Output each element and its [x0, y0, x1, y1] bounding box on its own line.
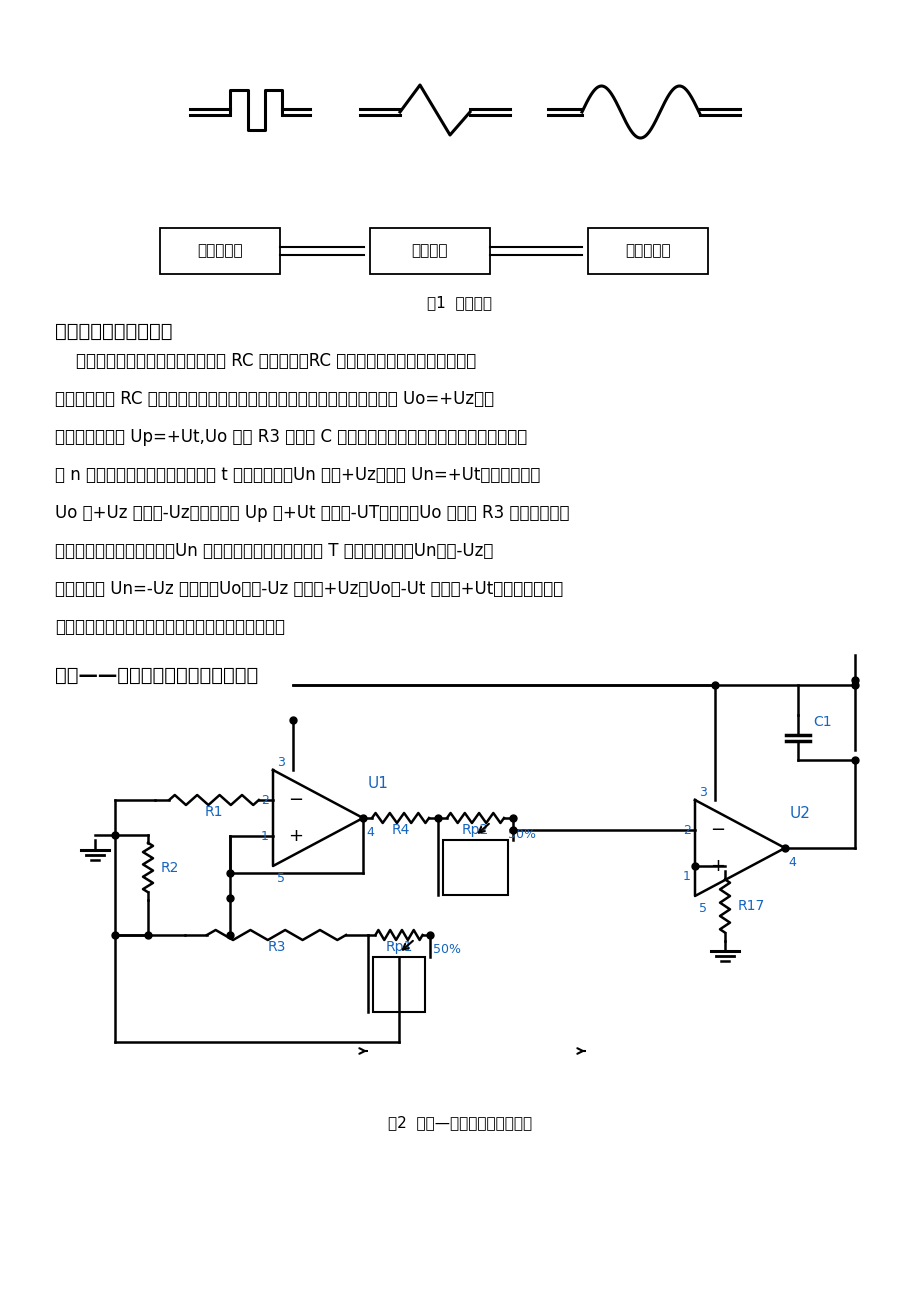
- Text: Uo 从+Uz 跃变为-Uz，与此同时 Up 从+Ut 跃变为-UT。随后，Uo 又通过 R3 对电容反相充: Uo 从+Uz 跃变为-Uz，与此同时 Up 从+Ut 跃变为-UT。随后，Uo…: [55, 504, 569, 522]
- Text: 1: 1: [261, 829, 268, 842]
- Text: 但是，一旦 Un=-Uz 再减小，Uo就从-Uz 跃变为+Uz，Uo从-Ut 跃变为+Ut，电容又开是正: 但是，一旦 Un=-Uz 再减小，Uo就从-Uz 跃变为+Uz，Uo从-Ut 跃…: [55, 579, 562, 598]
- Text: Rp2: Rp2: [461, 823, 489, 837]
- Text: 5: 5: [277, 872, 285, 885]
- Text: 图1  原理框图: 图1 原理框图: [427, 296, 492, 310]
- Bar: [369, 228, 490, 273]
- Text: R4: R4: [391, 823, 409, 837]
- Text: 馈网络，通过 RC 冲、放电实现输出状态的自动转换。设某一时刻输出电压 Uo=+Uz，则: 馈网络，通过 RC 冲、放电实现输出状态的自动转换。设某一时刻输出电压 Uo=+…: [55, 391, 494, 408]
- Text: −: −: [709, 822, 725, 838]
- Bar: [372, 957, 425, 1012]
- Text: 低通滤波器: 低通滤波器: [625, 243, 670, 259]
- Bar: [443, 840, 507, 894]
- Text: 同相输入端电位 Up=+Ut,Uo 通过 R3 对电容 C 正向充电，如图中箭头所示。反相输入端电: 同相输入端电位 Up=+Ut,Uo 通过 R3 对电容 C 正向充电，如图中箭头…: [55, 428, 527, 447]
- Text: 向充电。上述过程周而复始，电路产生了自激振荡。: 向充电。上述过程周而复始，电路产生了自激振荡。: [55, 618, 285, 635]
- Text: U1: U1: [368, 776, 389, 792]
- Text: U2: U2: [789, 806, 810, 822]
- Text: +: +: [709, 857, 725, 875]
- Text: 图2  方波—三角波转换电路原理: 图2 方波—三角波转换电路原理: [388, 1115, 531, 1130]
- Text: R1: R1: [205, 805, 223, 819]
- Text: R3: R3: [267, 940, 286, 954]
- Text: 积分电路: 积分电路: [412, 243, 448, 259]
- Text: Rp1: Rp1: [385, 940, 413, 954]
- Text: 4: 4: [788, 855, 795, 868]
- Text: 50%: 50%: [507, 828, 536, 841]
- Bar: [160, 228, 279, 273]
- Text: 3: 3: [277, 756, 285, 769]
- Text: +: +: [289, 827, 303, 845]
- Bar: [587, 228, 708, 273]
- Text: 1: 1: [683, 870, 690, 883]
- Text: 3: 3: [698, 786, 706, 799]
- Text: 2: 2: [261, 793, 268, 806]
- Text: C1: C1: [812, 715, 831, 729]
- Text: 此电路由反相输入的滞回比较器和 RC 电路组成。RC 回路即作为迟滞环节，又作为反: 此电路由反相输入的滞回比较器和 RC 电路组成。RC 回路即作为迟滞环节，又作为…: [55, 352, 476, 370]
- Text: 50%: 50%: [433, 943, 460, 956]
- Text: 方波——三角波转换电路的工作原理: 方波——三角波转换电路的工作原理: [55, 667, 258, 685]
- Text: 电，如图中虚线箭头所示。Un 随时间逐渐增长而减低，当 T 趋于无穷大时，Un趋于-Uz；: 电，如图中虚线箭头所示。Un 随时间逐渐增长而减低，当 T 趋于无穷大时，Un趋…: [55, 542, 493, 560]
- Text: 方波发生电路工作原理: 方波发生电路工作原理: [55, 322, 173, 341]
- Text: 4: 4: [366, 825, 373, 838]
- Text: R17: R17: [737, 898, 765, 913]
- Text: 位 n 随时间的增长而逐渐增高，当 t 趋于无穷时，Un 趋于+Uz；但是 Un=+Ut，再稍增大，: 位 n 随时间的增长而逐渐增高，当 t 趋于无穷时，Un 趋于+Uz；但是 Un…: [55, 466, 539, 484]
- Text: 2: 2: [683, 823, 690, 836]
- Text: 电压比较器: 电压比较器: [197, 243, 243, 259]
- Text: 5: 5: [698, 902, 706, 915]
- Text: −: −: [289, 792, 303, 809]
- Text: R2: R2: [161, 861, 179, 875]
